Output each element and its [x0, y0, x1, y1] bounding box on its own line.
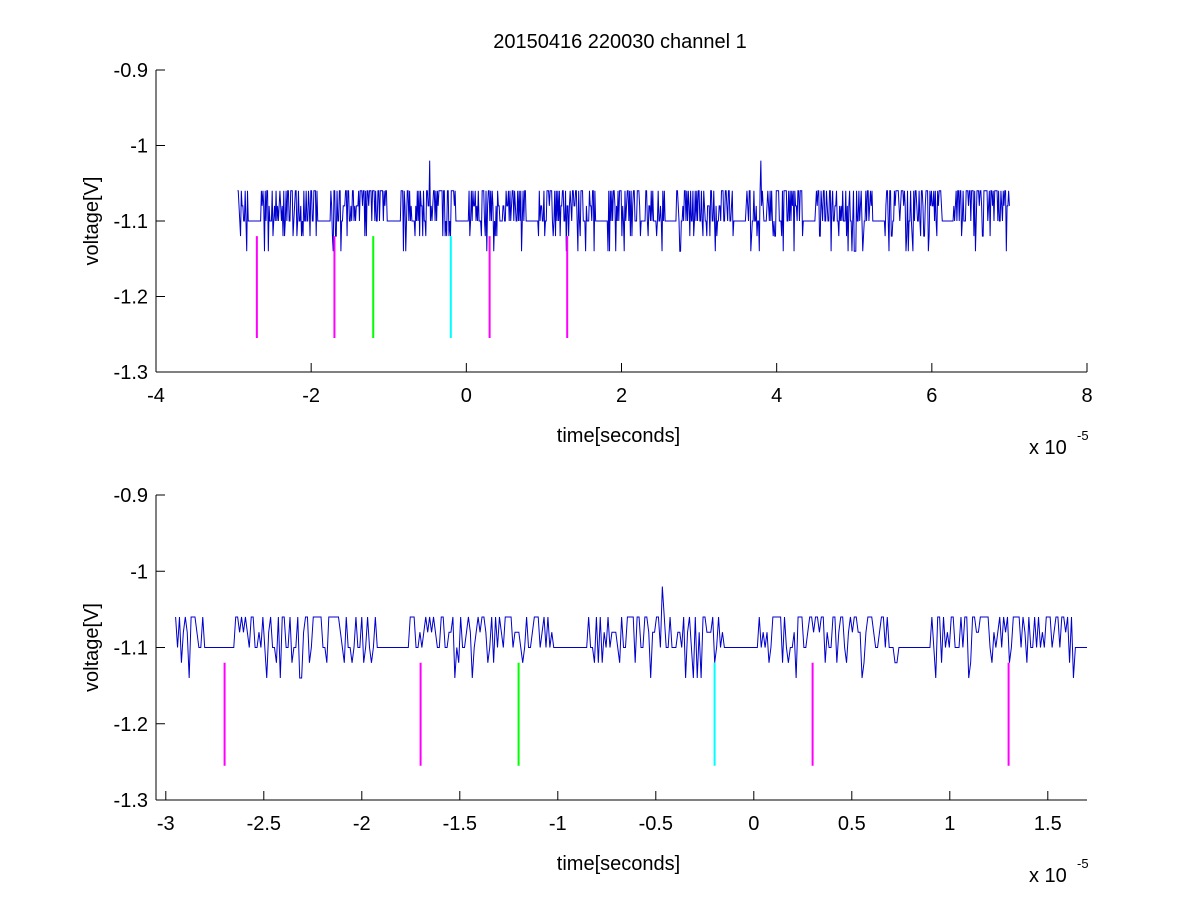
x-exponent-label: x 10	[1029, 865, 1067, 887]
y-tick-label: -1.1	[114, 211, 148, 233]
x-tick-label: -2	[302, 385, 320, 407]
x-tick-label: 6	[926, 385, 937, 407]
x-axis-label: time[seconds]	[557, 853, 680, 875]
y-tick-label: -1.2	[114, 714, 148, 736]
x-tick-label: 2	[616, 385, 627, 407]
y-axis-label: voltage[V]	[81, 603, 103, 692]
y-tick-label: -0.9	[114, 60, 148, 82]
x-tick-label: -2.5	[247, 813, 281, 835]
x-tick-label: -0.5	[639, 813, 673, 835]
y-tick-label: -1	[130, 136, 148, 158]
x-tick-label: -3	[157, 813, 175, 835]
x-tick-label: 0.5	[838, 813, 866, 835]
x-tick-label: -1.5	[443, 813, 477, 835]
x-tick-label: -1	[549, 813, 567, 835]
y-tick-label: -0.9	[114, 485, 148, 507]
y-tick-label: -1.1	[114, 638, 148, 660]
y-tick-label: -1	[130, 561, 148, 583]
x-tick-label: 4	[771, 385, 782, 407]
x-exponent-superscript: -5	[1077, 428, 1089, 443]
x-exponent-label: x 10	[1029, 437, 1067, 459]
x-tick-label: 1	[944, 813, 955, 835]
chart-title: 20150416 220030 channel 1	[493, 31, 747, 53]
x-tick-label: 1.5	[1034, 813, 1062, 835]
voltage-trace	[237, 160, 1010, 252]
x-exponent-superscript: -5	[1077, 856, 1089, 871]
x-tick-label: 0	[461, 385, 472, 407]
y-tick-label: -1.3	[114, 790, 148, 812]
bottom-subplot: -1.3 -1.2 -1.1 -1 -0.9 -3 -2.5 -2 -1.5 -1 -0.5 0 0.5…	[81, 485, 1089, 887]
x-tick-label: -2	[353, 813, 371, 835]
x-tick-label: 0	[748, 813, 759, 835]
y-tick-label: -1.2	[114, 287, 148, 309]
top-subplot: -1.3 -1.2 -1.1 -1 -0.9 -4 -2 0 2 4 6 8 time[seconds]…	[81, 60, 1093, 459]
y-tick-label: -1.3	[114, 362, 148, 384]
voltage-trace	[175, 586, 1087, 679]
x-axis-label: time[seconds]	[557, 425, 680, 447]
x-tick-label: -4	[147, 385, 165, 407]
x-tick-label: 8	[1081, 385, 1092, 407]
y-axis-label: voltage[V]	[81, 177, 103, 266]
